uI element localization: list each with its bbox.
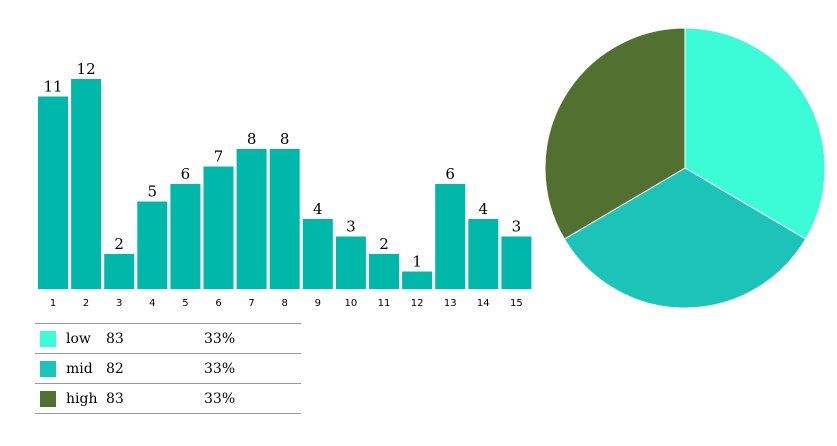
bar-value-label: 8 [280,130,290,148]
legend-row-high: high 83 33% [35,383,301,414]
bar-value-label: 2 [379,235,389,253]
bar-7 [236,149,267,289]
bar-value-label: 4 [313,200,323,218]
x-tick-label: 7 [248,298,254,309]
legend-label: high [66,383,106,414]
bar-value-label: 12 [77,60,96,78]
pie-slice-mid [563,167,807,309]
bar-6 [203,166,234,289]
bar-value-label: 8 [247,130,257,148]
bar-5 [170,184,201,289]
legend-table: low 83 33% mid 82 33% high 83 33% [35,323,301,414]
bar-value-label: 6 [181,165,191,183]
bar-14 [468,219,499,289]
x-tick-label: 13 [444,298,457,309]
bar-3 [104,254,135,289]
legend-label: low [66,323,106,354]
bar-12 [402,271,433,289]
legend-swatch-low [40,330,56,347]
legend-label: mid [66,353,106,384]
x-tick-label: 10 [345,298,358,309]
x-tick-label: 8 [282,298,288,309]
legend-count: 83 [106,323,204,354]
bar-value-label: 11 [43,78,62,96]
legend-percent: 33% [204,323,301,354]
bar-4 [137,201,168,289]
bar-value-label: 3 [346,218,356,236]
bar-8 [269,149,300,289]
x-tick-label: 6 [215,298,221,309]
legend-swatch-mid [40,360,56,377]
pie-slice-high [544,27,686,240]
bar-value-label: 1 [412,253,422,271]
legend-row-low: low 83 33% [35,323,301,354]
bar-9 [302,219,333,289]
legend-percent: 33% [204,353,301,384]
bar-10 [335,236,366,289]
x-tick-label: 1 [50,298,56,309]
bar-value-label: 2 [114,235,124,253]
legend-row-mid: mid 82 33% [35,353,301,384]
bar-1 [38,96,68,289]
bar-value-label: 6 [445,165,455,183]
x-tick-label: 2 [83,298,89,309]
legend-swatch-high [40,390,56,407]
legend-count: 83 [106,383,204,414]
x-tick-label: 4 [149,298,155,309]
bar-value-label: 4 [479,200,489,218]
x-tick-label: 3 [116,298,122,309]
x-tick-label: 9 [315,298,321,309]
pie-slice-low [684,27,826,240]
bar-13 [435,184,466,289]
bar-value-label: 7 [214,148,224,166]
x-tick-label: 5 [182,298,188,309]
pie-chart [544,27,826,309]
legend-percent: 33% [204,383,301,414]
bar-2 [71,79,102,289]
bar-11 [369,254,399,289]
x-tick-label: 14 [477,298,490,309]
bar-15 [501,236,532,289]
legend-count: 82 [106,353,204,384]
x-tick-label: 15 [510,298,523,309]
bar-value-label: 5 [148,183,158,201]
bar-value-label: 3 [512,218,522,236]
x-tick-label: 11 [378,298,391,309]
x-tick-label: 12 [411,298,424,309]
